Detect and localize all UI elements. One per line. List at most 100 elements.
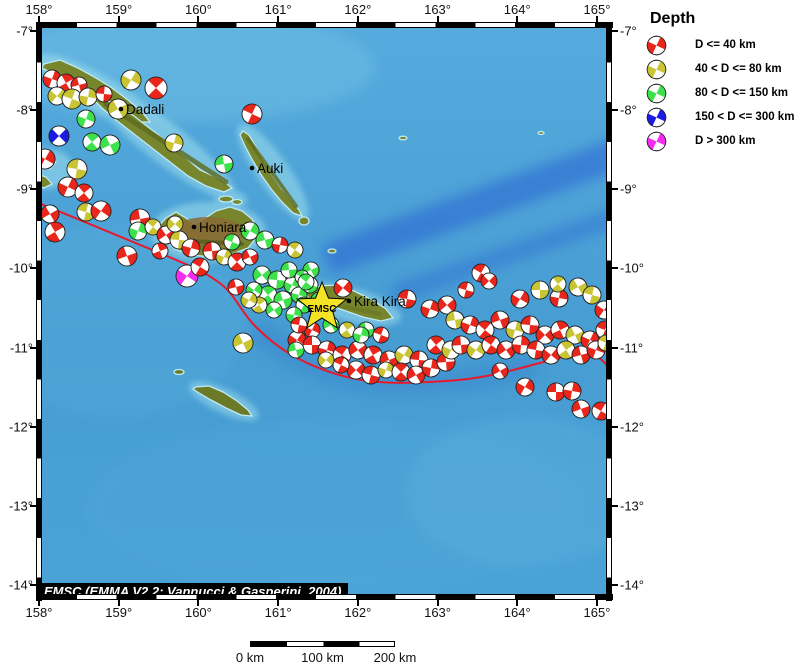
top-axis-label: 162° — [344, 2, 372, 17]
beachball — [568, 277, 588, 297]
right-tick — [612, 583, 618, 586]
map-frame-right — [606, 22, 612, 601]
island-rennell — [191, 385, 254, 417]
beachball — [181, 238, 201, 258]
left-axis-label: -13° — [9, 498, 33, 514]
bottom-tick — [38, 600, 40, 606]
beachball — [271, 236, 289, 254]
top-tick — [38, 16, 40, 22]
bottom-axis-label: 163° — [424, 605, 451, 620]
beachball — [280, 261, 298, 279]
beachball — [491, 362, 509, 380]
beachball — [214, 154, 234, 174]
depth-legend: Depth D <= 40 km 40 < D <= 80 km 80 < D <=… — [646, 10, 801, 155]
legend-item-label: 150 < D <= 300 km — [695, 111, 795, 123]
bottom-axis-label: 160° — [184, 605, 212, 620]
beachball — [116, 245, 138, 267]
city-label: Auki — [257, 161, 283, 176]
beachball — [333, 278, 353, 298]
beachball — [646, 131, 667, 151]
beachball — [144, 76, 168, 100]
beachball — [95, 85, 113, 103]
legend-item-label: 80 < D <= 150 km — [695, 87, 789, 99]
bottom-axis-label: 164° — [503, 605, 531, 620]
right-tick — [612, 30, 618, 32]
beachball — [565, 325, 585, 345]
top-axis-label: 160° — [184, 2, 212, 17]
right-axis-label: -11° — [620, 340, 644, 356]
left-axis-label: -10° — [9, 260, 33, 276]
top-tick — [117, 16, 120, 22]
beachball — [265, 301, 283, 319]
bottom-tick — [277, 600, 280, 606]
legend-beachball-icon — [646, 83, 667, 103]
right-axis-label: -8° — [620, 102, 637, 118]
bottom-axis-label: 162° — [344, 605, 372, 620]
city-dot — [249, 165, 255, 171]
beachball — [66, 158, 88, 180]
beachball — [223, 233, 241, 251]
beachball — [40, 204, 60, 224]
beachball — [437, 295, 457, 315]
bottom-axis-label: 161° — [264, 605, 292, 620]
beachball — [377, 361, 395, 379]
beachball — [397, 289, 417, 309]
top-tick — [356, 16, 359, 22]
scale-label-100: 100 km — [301, 650, 344, 665]
beachball — [457, 281, 475, 299]
beachball — [48, 125, 70, 147]
legend-item-B: 150 < D <= 300 km — [646, 107, 801, 127]
right-axis-label: -10° — [620, 260, 644, 276]
beachball — [70, 76, 88, 94]
right-tick — [612, 504, 618, 507]
beachball — [549, 275, 567, 293]
beachball — [363, 345, 383, 365]
left-axis-label: -7° — [16, 23, 33, 39]
beachball — [571, 399, 591, 419]
beachball — [646, 107, 667, 127]
beachball — [227, 252, 247, 272]
beachball — [82, 132, 102, 152]
left-tick — [30, 425, 36, 428]
beachball — [348, 340, 368, 360]
map-frame-top — [36, 22, 613, 28]
beachball — [490, 310, 510, 330]
beachball — [466, 340, 486, 360]
beachball — [515, 377, 535, 397]
beachball — [99, 134, 121, 156]
beachball — [481, 335, 501, 355]
right-tick — [612, 346, 618, 349]
bottom-tick — [436, 600, 439, 606]
beachball — [78, 87, 98, 107]
legend-item-label: D <= 40 km — [695, 39, 756, 51]
left-tick — [30, 30, 36, 32]
legend-item-label: 40 < D <= 80 km — [695, 63, 782, 75]
beachball — [372, 326, 390, 344]
right-tick — [612, 425, 618, 428]
legend-item-M: D > 300 km — [646, 131, 801, 151]
beachball — [646, 35, 667, 55]
scale-bar: 0 km 100 km 200 km — [236, 641, 416, 665]
beachball — [166, 215, 184, 233]
beachballs-layer — [36, 69, 612, 421]
beachball — [240, 291, 258, 309]
beachball — [420, 299, 440, 319]
beachball — [297, 273, 315, 291]
top-axis-label: 158° — [25, 2, 53, 17]
left-tick — [30, 583, 36, 586]
right-axis-label: -13° — [620, 498, 644, 514]
left-axis-label: -9° — [16, 181, 33, 197]
beachball — [317, 351, 335, 369]
legend-item-label: D > 300 km — [695, 135, 756, 147]
top-tick — [516, 16, 519, 22]
beachball — [90, 200, 112, 222]
beachball — [511, 335, 531, 355]
bottom-tick — [516, 600, 519, 606]
top-tick — [595, 16, 598, 22]
beachball — [530, 280, 550, 300]
beachball — [391, 362, 411, 382]
beachball — [338, 321, 356, 339]
left-axis-label: -14° — [9, 577, 33, 593]
island-florida-1 — [218, 195, 234, 203]
